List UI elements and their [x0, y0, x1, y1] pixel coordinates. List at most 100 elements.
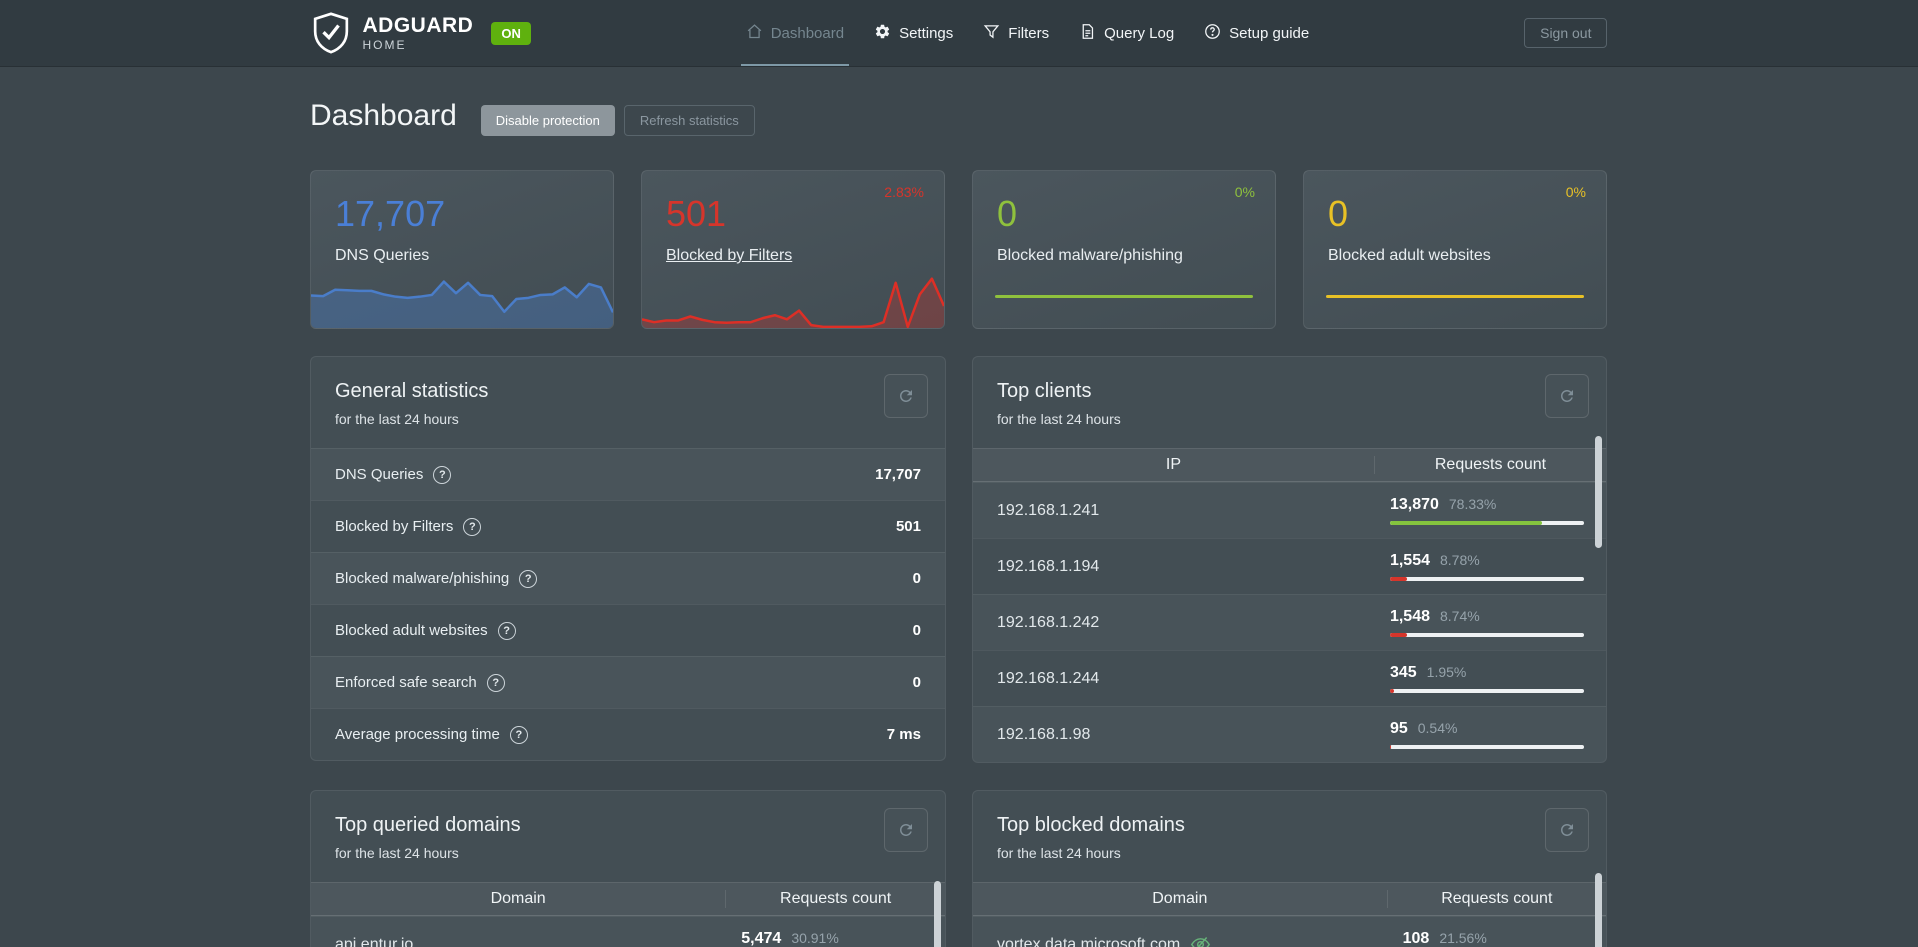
panel-subtitle: for the last 24 hours — [335, 411, 459, 427]
refresh-statistics-button[interactable]: Refresh statistics — [623, 105, 755, 136]
nav-label: Filters — [1008, 24, 1050, 42]
domain-row: vortex.data.microsoft.com 108 21.56% — [973, 916, 1606, 947]
app-header: ADGUARD HOME ON Dashboard — [0, 0, 1918, 67]
stats-row: Blocked adult websites ? 0 — [311, 604, 945, 656]
nav-item-settings[interactable]: Settings — [859, 0, 968, 67]
delta-label: 2.83% — [884, 184, 924, 200]
nav-item-setup-guide[interactable]: Setup guide — [1189, 0, 1324, 67]
requests-bar — [1389, 689, 1584, 693]
home-icon — [746, 23, 763, 44]
help-icon[interactable]: ? — [486, 673, 505, 692]
help-icon[interactable]: ? — [433, 465, 452, 484]
table-header: Domain Requests count — [311, 882, 945, 916]
help-icon[interactable]: ? — [509, 725, 528, 744]
stats-row: Average processing time ? 7 ms — [311, 708, 945, 760]
column-header-ip[interactable]: IP — [973, 456, 1375, 474]
requests-bar — [1389, 577, 1584, 581]
stat-card-blocked-filters: 2.83% 501 Blocked by Filters — [641, 170, 945, 329]
client-ip[interactable]: 192.168.1.242 — [997, 613, 1100, 631]
panel-subtitle: for the last 24 hours — [997, 845, 1121, 861]
nav-item-query-log[interactable]: Query Log — [1064, 0, 1189, 67]
column-header-requests[interactable]: Requests count — [1441, 890, 1553, 907]
table-header: Domain Requests count — [973, 882, 1606, 916]
blocked-by-filters-link[interactable]: Blocked by Filters — [666, 247, 793, 264]
refresh-icon — [1561, 390, 1573, 402]
client-ip[interactable]: 192.168.1.98 — [997, 725, 1091, 743]
client-row: 192.168.1.98 95 0.54% — [973, 706, 1606, 762]
flat-sparkline — [995, 295, 1253, 298]
stat-card-blocked-malware: 0% 0 Blocked malware/phishing — [972, 170, 1276, 329]
refresh-panel-button[interactable] — [884, 808, 928, 852]
refresh-panel-button[interactable] — [884, 374, 928, 418]
domain-name[interactable]: api.entur.io — [335, 935, 414, 947]
panel-subtitle: for the last 24 hours — [335, 845, 459, 861]
panel-title: General statistics — [335, 380, 489, 402]
refresh-icon — [900, 824, 912, 836]
delta-label: 0% — [1565, 184, 1586, 200]
client-row: 192.168.1.244 345 1.95% — [973, 650, 1606, 706]
panel-scrollbar[interactable] — [1595, 873, 1602, 947]
nav-label: Setup guide — [1229, 24, 1310, 42]
main-nav: Dashboard Settings Filters — [731, 0, 1325, 67]
sign-out-button[interactable]: Sign out — [1524, 18, 1608, 48]
requests-bar — [1389, 633, 1584, 637]
brand-name: ADGUARD — [362, 14, 474, 37]
client-row: 192.168.1.242 1,548 8.74% — [973, 594, 1606, 650]
domain-name[interactable]: vortex.data.microsoft.com — [997, 935, 1181, 947]
stat-value: 501 — [666, 193, 727, 234]
eye-off-icon[interactable] — [1190, 934, 1211, 947]
stats-row: DNS Queries ? 17,707 — [311, 448, 945, 500]
client-ip[interactable]: 192.168.1.241 — [997, 501, 1100, 519]
column-header-requests[interactable]: Requests count — [1434, 456, 1547, 473]
adguard-shield-logo-icon — [311, 11, 351, 55]
requests-bar — [1389, 521, 1584, 525]
disable-protection-button[interactable]: Disable protection — [480, 105, 615, 136]
top-clients-panel: Top clients for the last 24 hours IP Req… — [972, 356, 1607, 763]
top-queried-domains-panel: Top queried domains for the last 24 hour… — [310, 790, 946, 947]
domain-row: api.entur.io 5,474 30.91% — [311, 916, 945, 947]
help-icon[interactable]: ? — [463, 517, 482, 536]
document-icon — [1079, 23, 1096, 44]
top-blocked-domains-panel: Top blocked domains for the last 24 hour… — [972, 790, 1607, 947]
column-header-requests[interactable]: Requests count — [780, 890, 892, 907]
nav-label: Settings — [899, 24, 954, 42]
panel-title: Top blocked domains — [997, 814, 1185, 836]
refresh-panel-button[interactable] — [1545, 808, 1589, 852]
panel-scrollbar[interactable] — [934, 881, 941, 947]
panel-title: Top clients — [997, 380, 1092, 402]
client-ip[interactable]: 192.168.1.194 — [997, 557, 1100, 575]
column-header-domain[interactable]: Domain — [311, 890, 727, 908]
refresh-icon — [1561, 824, 1573, 836]
help-circle-icon — [1204, 23, 1221, 44]
help-icon[interactable]: ? — [519, 569, 538, 588]
client-row: 192.168.1.194 1,554 8.78% — [973, 538, 1606, 594]
page-title: Dashboard — [310, 98, 457, 132]
stats-row: Blocked malware/phishing ? 0 — [311, 552, 945, 604]
help-icon[interactable]: ? — [497, 621, 516, 640]
client-ip[interactable]: 192.168.1.244 — [997, 669, 1100, 687]
stat-card-blocked-adult: 0% 0 Blocked adult websites — [1303, 170, 1607, 329]
delta-label: 0% — [1234, 184, 1255, 200]
general-statistics-panel: General statistics for the last 24 hours… — [310, 356, 946, 761]
nav-label: Query Log — [1104, 24, 1175, 42]
protection-status-badge: ON — [491, 21, 531, 45]
nav-label: Dashboard — [770, 24, 845, 42]
stat-label: Blocked adult websites — [1328, 247, 1491, 264]
panel-title: Top queried domains — [335, 814, 521, 836]
refresh-icon — [900, 390, 912, 402]
funnel-icon — [983, 23, 1000, 44]
stat-label: DNS Queries — [335, 247, 430, 264]
stat-cards-row: 17,707 DNS Queries 2.83% 501 Blocked by … — [310, 170, 1607, 329]
stats-row: Blocked by Filters ? 501 — [311, 500, 945, 552]
panel-subtitle: for the last 24 hours — [997, 411, 1121, 427]
refresh-panel-button[interactable] — [1545, 374, 1589, 418]
panel-scrollbar[interactable] — [1595, 436, 1602, 548]
requests-bar — [1389, 745, 1584, 749]
nav-item-filters[interactable]: Filters — [968, 0, 1064, 67]
dns-queries-sparkline — [311, 270, 613, 328]
brand-sub: HOME — [362, 38, 407, 52]
client-row: 192.168.1.241 13,870 78.33% — [973, 482, 1606, 538]
stat-value: 0 — [997, 193, 1018, 234]
nav-item-dashboard[interactable]: Dashboard — [731, 0, 859, 67]
column-header-domain[interactable]: Domain — [973, 890, 1388, 908]
